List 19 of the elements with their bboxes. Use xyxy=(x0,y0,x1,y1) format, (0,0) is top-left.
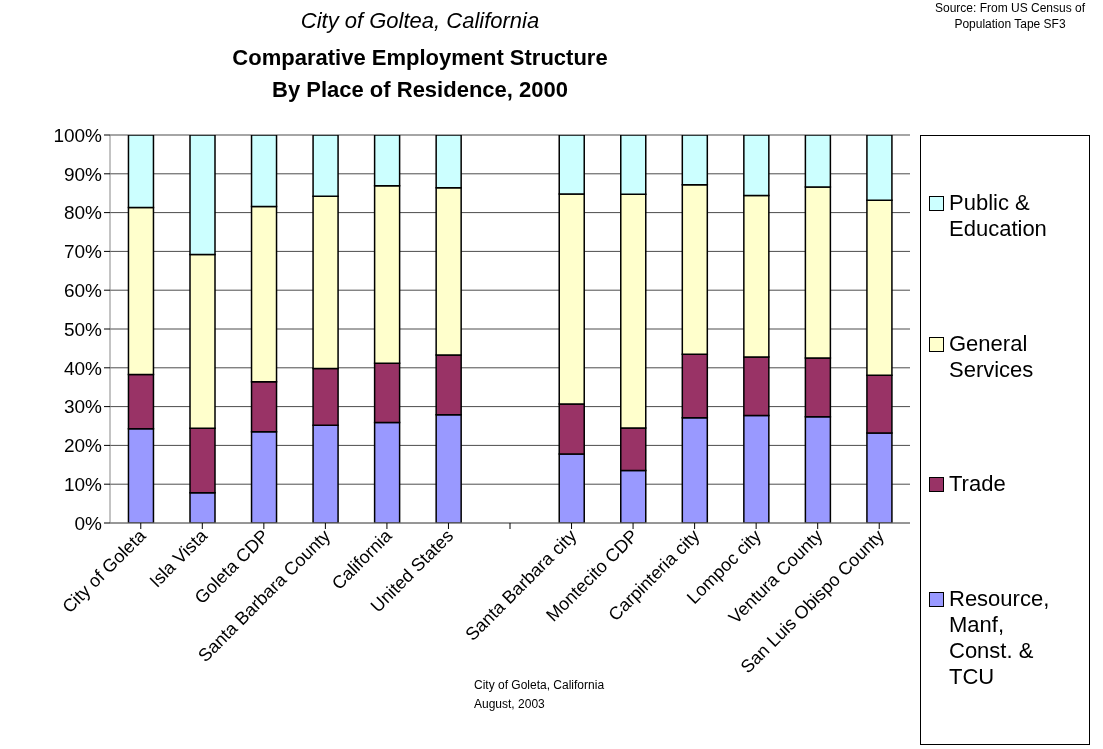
legend-label: Trade xyxy=(949,471,1007,498)
legend-label: Public & Education xyxy=(949,190,1048,243)
chart-title: Comparative Employment Structure By Place of Residence, 2000 xyxy=(231,44,609,104)
y-tick-label: 40% xyxy=(63,357,103,379)
y-tick-label: 80% xyxy=(63,202,103,224)
source-note: Source: From US Census of Population Tape SF3 xyxy=(933,0,1087,32)
y-tick-label: 50% xyxy=(63,318,103,340)
y-tick-label: 100% xyxy=(53,124,103,146)
text: City of Goleta, California August, 2003 xyxy=(474,677,605,713)
chart-subtitle: City of Goltea, California xyxy=(299,8,541,34)
y-tick-label: 30% xyxy=(63,396,103,418)
legend-label: Resource, Manf, Const. & TCU xyxy=(949,585,1051,690)
y-tick-label: 0% xyxy=(74,512,103,534)
y-tick-label: 10% xyxy=(63,473,103,495)
y-tick-label: 60% xyxy=(63,279,103,301)
y-tick-label: 90% xyxy=(63,163,103,185)
y-tick-label: 70% xyxy=(63,241,103,263)
y-tick-label: 20% xyxy=(63,435,103,457)
legend-label: General Services xyxy=(949,330,1035,383)
